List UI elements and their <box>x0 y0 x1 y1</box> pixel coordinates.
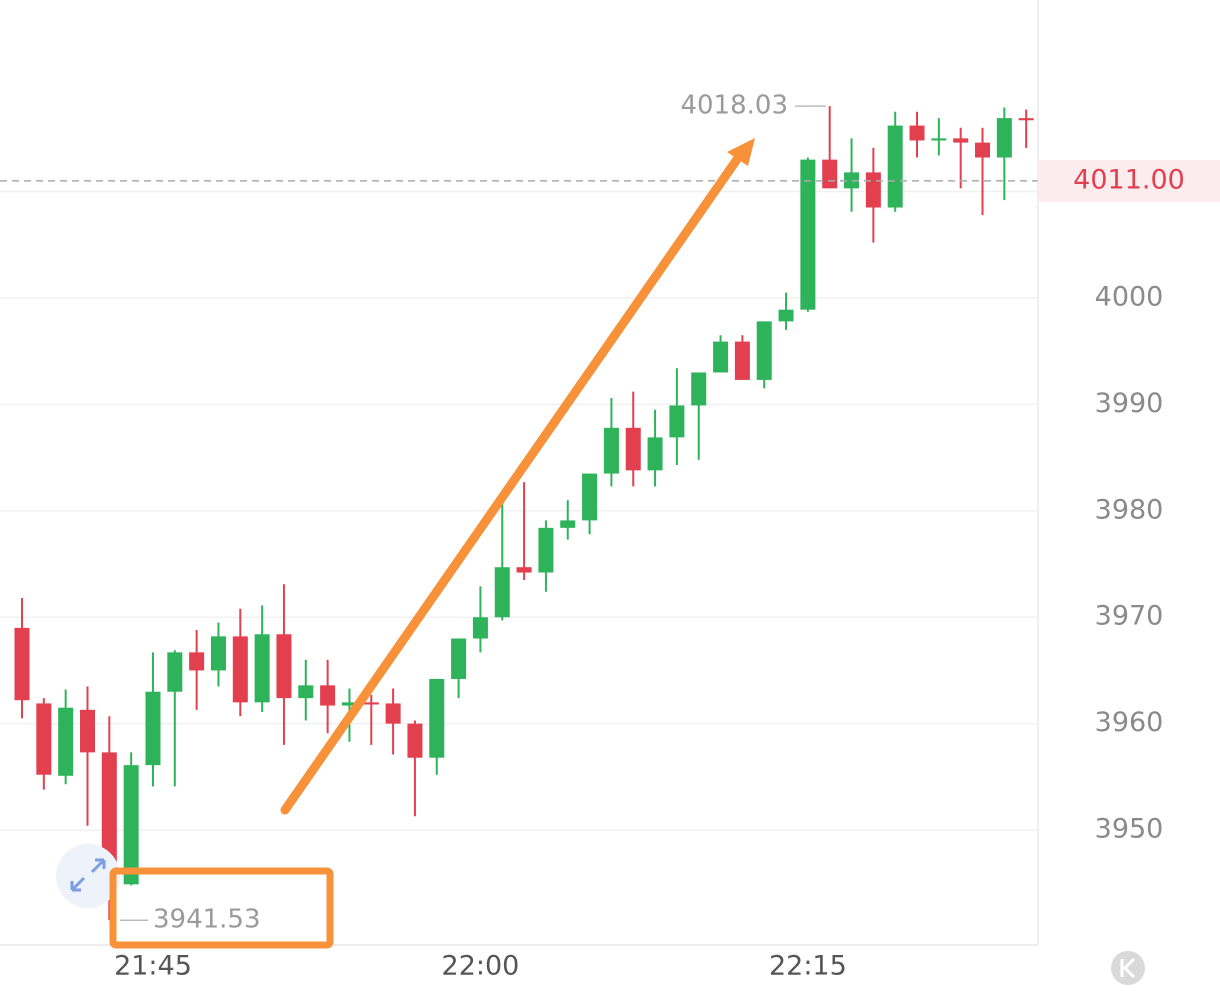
x-tick-label: 22:15 <box>769 951 847 982</box>
overlay: 4018.03 3941.53 4011.00 <box>0 91 1220 935</box>
candle-body <box>298 685 314 699</box>
annotation-arrowhead <box>727 138 755 166</box>
annotation-arrow <box>280 150 745 815</box>
min-label: 3941.53 <box>153 905 261 935</box>
candle-body <box>887 125 903 208</box>
candle-body <box>254 634 270 703</box>
candle-body <box>1018 118 1034 121</box>
candle-body <box>669 405 685 438</box>
candle-body <box>822 159 838 189</box>
candle-body <box>79 709 95 753</box>
candle-body <box>472 617 488 639</box>
candle-body <box>385 703 401 724</box>
candle-body <box>36 703 52 775</box>
last-price-label: 4011.00 <box>1073 164 1185 195</box>
candle-body <box>844 172 860 189</box>
y-tick-label: 4000 <box>1095 281 1164 312</box>
candle-body <box>232 636 248 703</box>
candle-body <box>953 138 969 143</box>
candle-body <box>14 627 30 701</box>
candles <box>14 106 1034 921</box>
candle-body <box>560 520 576 528</box>
candle-body <box>975 142 991 158</box>
x-tick-label: 22:00 <box>442 951 520 982</box>
candle-body <box>145 691 161 766</box>
last-price-box <box>1038 159 1220 202</box>
candle-body <box>167 652 183 692</box>
max-label: 4018.03 <box>680 91 788 121</box>
candle-body <box>931 138 947 141</box>
candle-body <box>407 723 423 758</box>
candle-body <box>996 118 1012 158</box>
candle-body <box>778 309 794 322</box>
x-tick-label: 21:45 <box>114 951 192 982</box>
candle-body <box>800 159 816 310</box>
candle-body <box>123 765 139 885</box>
candle-body <box>538 527 554 573</box>
candle-body <box>625 427 641 471</box>
candle-body <box>363 702 379 705</box>
candle-body <box>276 634 292 699</box>
candle-body <box>494 567 510 618</box>
scroll-button[interactable] <box>1111 951 1145 985</box>
candle-body <box>647 437 663 471</box>
y-tick-label: 3960 <box>1095 707 1164 738</box>
candle-body <box>210 636 226 671</box>
y-tick-label: 3950 <box>1095 814 1164 845</box>
y-tick-label: 3980 <box>1095 494 1164 525</box>
y-tick-label: 3990 <box>1095 388 1164 419</box>
candle-body <box>756 321 772 380</box>
candle-body <box>582 473 598 521</box>
candle-body <box>451 638 467 679</box>
candle-body <box>603 427 619 474</box>
candle-body <box>320 685 336 706</box>
candle-body <box>734 341 750 380</box>
candle-body <box>691 372 707 406</box>
grid: 395039603970398039904000401021:4522:0022… <box>0 175 1164 982</box>
candle-body <box>909 125 925 141</box>
candle-body <box>713 341 729 373</box>
expand-icon <box>70 858 106 892</box>
candle-body <box>341 702 357 706</box>
annotation-box <box>109 867 334 949</box>
scroll-icon <box>1120 957 1136 979</box>
candle-body <box>189 652 205 671</box>
candle-body <box>58 707 74 776</box>
candle-body <box>516 567 532 573</box>
y-tick-label: 3970 <box>1095 601 1164 632</box>
candle-body <box>865 172 881 208</box>
candle-body <box>429 678 445 758</box>
